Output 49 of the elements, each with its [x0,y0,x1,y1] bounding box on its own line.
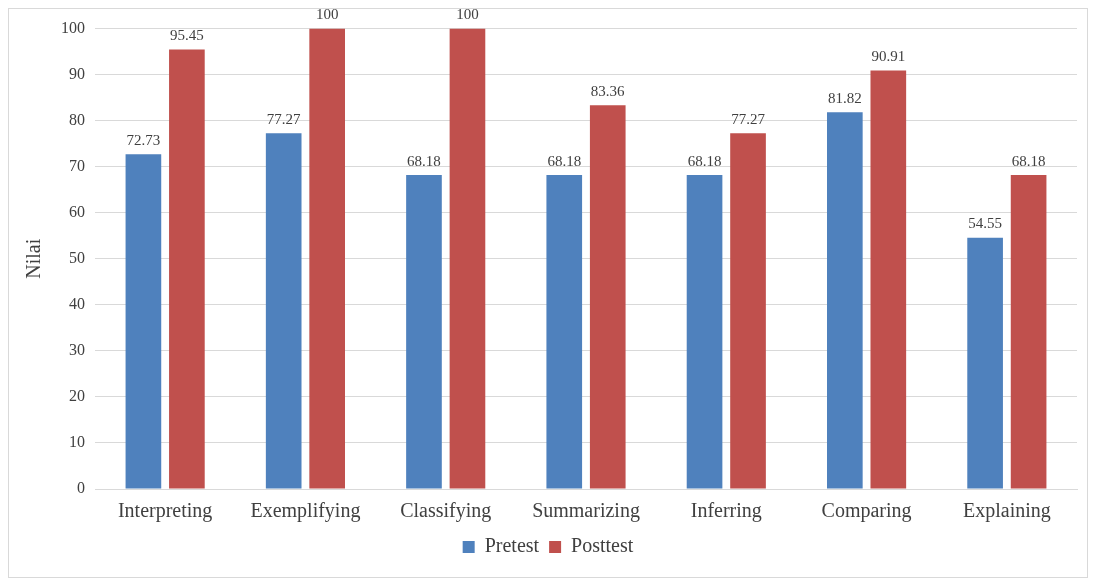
y-tick-label: 70 [69,156,85,174]
y-tick-label: 10 [69,433,85,451]
y-tick-label: 0 [77,479,85,497]
x-tick-label: Inferring [690,499,762,523]
bar [169,49,205,489]
x-tick-label: Classifying [400,499,492,523]
data-label: 81.82 [827,89,862,106]
bar [870,70,907,489]
data-label: 68.18 [407,152,441,169]
x-tick-label: Comparing [821,499,912,523]
data-label: 77.27 [266,110,302,127]
y-tick-label: 50 [69,249,85,266]
bar [449,28,486,489]
x-tick-label: Exemplifying [250,499,361,523]
legend-label: Posttest [571,534,634,557]
x-tick-label: Summarizing [532,499,640,523]
bar [406,175,442,489]
data-label: 68.18 [547,152,582,169]
bar [730,133,766,489]
data-label: 100 [456,6,479,23]
y-tick-label: 30 [69,341,85,359]
y-tick-label: 40 [69,295,85,313]
bar [125,154,162,489]
data-label: 83.36 [590,82,626,99]
data-label: 77.27 [731,110,766,127]
bar [589,105,626,489]
data-label: 100 [315,6,339,23]
bar [265,133,302,489]
data-label: 90.91 [871,47,906,64]
legend-label: Pretest [484,534,540,557]
bar [827,112,863,489]
x-tick-label: Explaining [962,499,1051,523]
data-label: 72.73 [126,131,161,148]
bar [309,28,345,489]
y-axis-title: Nilai [22,238,45,279]
data-label: 95.45 [170,26,204,43]
bar [1010,175,1047,489]
data-label: 54.55 [968,215,1002,232]
y-tick-label: 20 [69,387,85,405]
data-label: 68.18 [1011,152,1046,169]
bar [967,237,1003,489]
y-tick-label: 100 [61,18,85,36]
data-label: 68.18 [687,152,722,169]
x-tick-label: Interpreting [117,499,213,523]
y-tick-label: 80 [69,110,85,128]
y-tick-label: 90 [69,64,85,82]
bar [686,175,723,489]
bar [546,175,583,489]
y-tick-label: 60 [69,202,85,220]
